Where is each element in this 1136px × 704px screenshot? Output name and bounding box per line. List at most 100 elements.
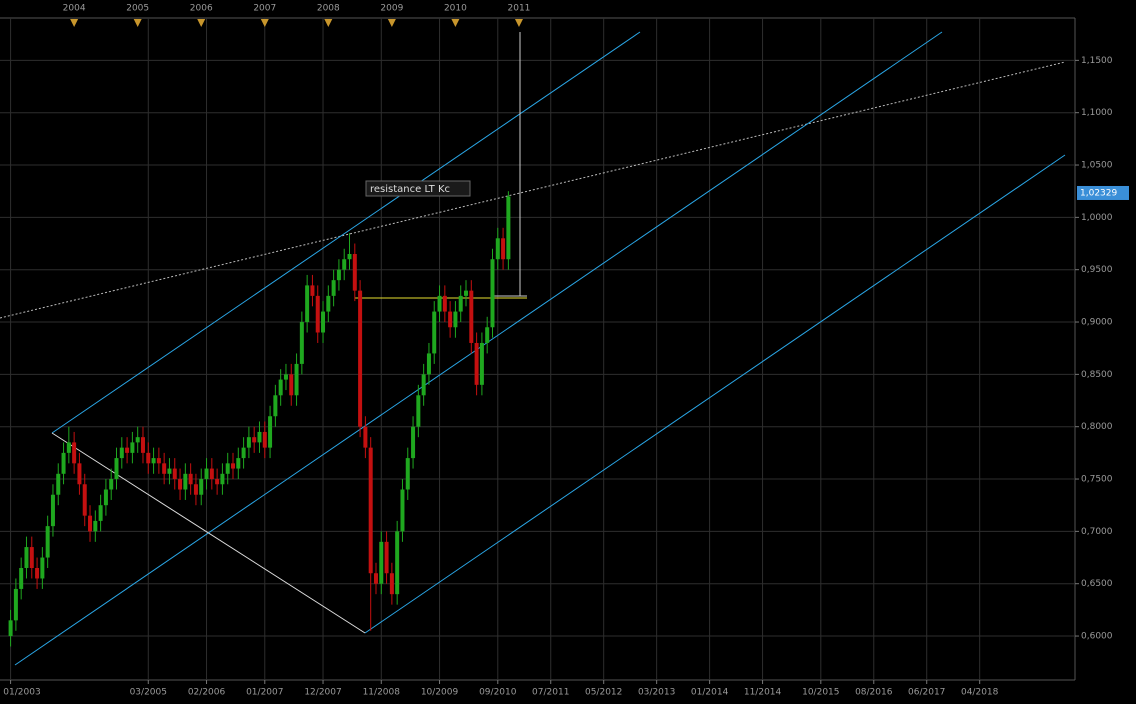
channel-lower — [364, 154, 1066, 634]
candle-body — [321, 311, 326, 333]
candle-body — [400, 489, 405, 532]
trend-line — [51, 432, 366, 634]
x-tick-label: 01/2007 — [246, 688, 283, 698]
current-price-badge — [1077, 185, 1129, 200]
x-tick-label: 05/2012 — [585, 688, 622, 698]
candle-body — [114, 458, 119, 480]
year-label: 2006 — [190, 4, 213, 14]
year-marker — [133, 19, 142, 27]
candle-body — [411, 426, 416, 459]
x-tick-label: 01/2014 — [691, 688, 729, 698]
candle-body — [66, 442, 71, 453]
y-tick-label: 0,8000 — [1081, 422, 1113, 432]
candle-body — [384, 541, 389, 574]
candle-body — [61, 452, 66, 474]
candle-body — [24, 547, 29, 569]
y-tick-label: 0,6000 — [1081, 632, 1113, 642]
candle-body — [119, 447, 124, 459]
candle-body — [458, 295, 463, 312]
candle-body — [246, 437, 251, 448]
candle-body — [501, 238, 506, 260]
candle-body — [204, 468, 209, 480]
candle-body — [326, 295, 331, 312]
candle-body — [347, 253, 352, 260]
candle-body — [252, 437, 257, 443]
candle-body — [437, 295, 442, 312]
x-tick-label: 01/2003 — [3, 688, 40, 698]
candles — [8, 191, 511, 647]
y-tick-label: 0,9000 — [1081, 318, 1113, 328]
candle-body — [19, 568, 24, 589]
resistance-line — [0, 61, 1066, 319]
year-label: 2008 — [317, 4, 340, 14]
candle-body — [268, 416, 273, 448]
candle-body — [331, 280, 336, 296]
candle-body — [490, 259, 495, 328]
candle-body — [294, 363, 299, 396]
x-tick-label: 03/2013 — [638, 688, 675, 698]
candle-body — [395, 531, 400, 595]
candle-body — [236, 458, 241, 469]
candle-body — [310, 285, 315, 296]
candle-body — [98, 505, 103, 521]
candle-body — [40, 557, 45, 579]
candle-body — [50, 494, 55, 527]
candle-body — [45, 526, 50, 558]
candle-body — [56, 473, 61, 495]
candle-body — [464, 290, 469, 296]
candle-body — [373, 573, 378, 584]
candle-body — [156, 458, 161, 464]
y-tick-label: 1,0500 — [1081, 161, 1113, 171]
x-tick-label: 11/2008 — [363, 688, 401, 698]
x-tick-label: 06/2017 — [908, 688, 945, 698]
candle-body — [209, 468, 214, 480]
x-tick-label: 07/2011 — [532, 688, 569, 698]
candle-body — [241, 447, 246, 459]
x-tick-label: 12/2007 — [304, 688, 341, 698]
candle-body — [35, 568, 40, 579]
year-label: 2011 — [508, 4, 531, 14]
candle-body — [199, 479, 204, 495]
candle-body — [178, 479, 183, 490]
candle-body — [278, 379, 283, 396]
candle-body — [283, 374, 288, 380]
candle-body — [262, 431, 267, 448]
candle-body — [448, 311, 453, 328]
candle-body — [352, 253, 357, 291]
candle-body — [405, 458, 410, 490]
year-label: 2009 — [380, 4, 403, 14]
candle-body — [93, 520, 98, 532]
candle-body — [167, 468, 172, 474]
candle-body — [358, 290, 363, 427]
year-marker — [260, 19, 269, 27]
candle-body — [299, 322, 304, 364]
candle-body — [442, 295, 447, 312]
grid — [0, 18, 1075, 680]
candle-body — [183, 473, 188, 490]
candle-body — [273, 395, 278, 417]
channel-upper — [51, 31, 641, 434]
candle-body — [336, 269, 341, 281]
candle-body — [130, 442, 135, 453]
year-label: 2004 — [63, 4, 86, 14]
y-tick-label: 1,1000 — [1081, 108, 1113, 118]
candle-body — [426, 353, 431, 375]
year-label: 2010 — [444, 4, 467, 14]
candle-body — [506, 196, 511, 260]
candle-body — [342, 259, 347, 270]
candle-body — [72, 442, 77, 464]
x-tick-label: 10/2015 — [802, 688, 839, 698]
y-tick-label: 0,7500 — [1081, 475, 1113, 485]
y-tick-label: 1,0000 — [1081, 213, 1113, 223]
candle-body — [231, 463, 236, 469]
candle-body — [257, 431, 262, 443]
candle-body — [289, 374, 294, 396]
year-marker — [451, 19, 460, 27]
annotation: resistance LT Kc — [370, 184, 450, 195]
candle-body — [416, 395, 421, 427]
candle-body — [8, 620, 13, 637]
year-marker — [514, 19, 523, 27]
candle-body — [125, 447, 130, 453]
